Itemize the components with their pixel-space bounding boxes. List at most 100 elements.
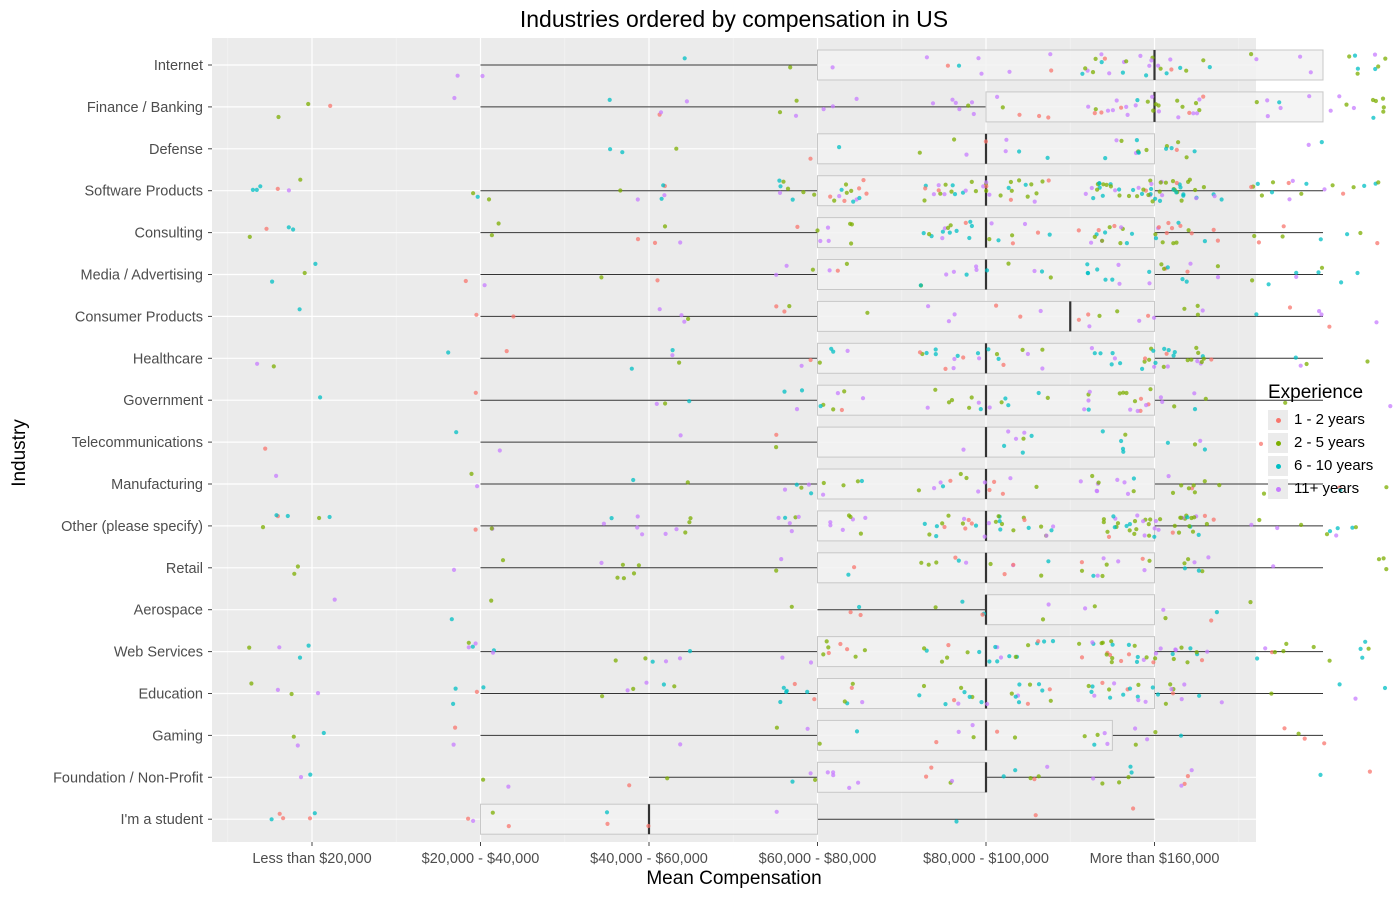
data-point (1351, 185, 1356, 190)
data-point (1134, 527, 1139, 532)
data-point (1219, 197, 1224, 202)
data-point (996, 238, 1001, 243)
boxplots (480, 49, 1324, 835)
data-point (1176, 220, 1181, 225)
data-point (940, 236, 945, 241)
data-point (968, 219, 973, 224)
data-point (1083, 191, 1088, 196)
data-point (1166, 348, 1171, 353)
data-point (686, 316, 691, 321)
data-point (852, 565, 857, 570)
legend-label: 6 - 10 years (1294, 457, 1374, 474)
data-point (1100, 680, 1105, 686)
data-point (605, 821, 610, 827)
data-point (1032, 199, 1037, 204)
data-point (1120, 70, 1125, 75)
data-point (849, 188, 854, 193)
data-point (853, 654, 858, 659)
y-tick-label: Foundation / Non-Profit (53, 770, 203, 786)
data-point (1250, 278, 1255, 283)
data-point (963, 188, 968, 193)
data-point (298, 177, 303, 182)
data-point (1316, 270, 1321, 275)
data-point (1376, 557, 1382, 562)
data-point (1215, 275, 1221, 280)
data-point (658, 110, 664, 115)
data-point (808, 660, 814, 665)
data-point (295, 564, 300, 569)
data-point (845, 647, 850, 652)
data-point (1169, 687, 1174, 692)
data-point (782, 309, 787, 314)
data-point (864, 191, 869, 196)
data-point (1099, 641, 1104, 646)
data-point (1180, 277, 1185, 282)
data-point (1027, 682, 1033, 687)
data-point (961, 447, 966, 452)
data-point (774, 272, 779, 277)
data-point (1109, 639, 1114, 644)
data-point (643, 656, 648, 661)
data-point (1187, 524, 1192, 529)
data-point (1376, 180, 1381, 185)
data-point (1371, 115, 1376, 120)
data-point (1192, 149, 1197, 154)
data-point (1176, 530, 1182, 535)
data-point (1008, 197, 1014, 202)
data-point (969, 521, 974, 526)
data-point (298, 775, 304, 780)
data-point (1108, 184, 1113, 189)
data-point (817, 360, 822, 365)
data-point (1201, 185, 1206, 190)
data-point (1170, 530, 1175, 535)
data-point (1160, 399, 1165, 404)
industry-row (480, 636, 1323, 668)
data-point (1110, 656, 1115, 661)
data-point (1159, 262, 1164, 267)
legend-dot-icon (1276, 440, 1281, 446)
data-point (986, 347, 991, 352)
data-point (1037, 113, 1042, 119)
data-point (1089, 185, 1094, 191)
data-point (1152, 364, 1157, 369)
data-point (1158, 180, 1163, 185)
data-point (976, 400, 981, 405)
data-point (1101, 556, 1106, 561)
data-point (953, 555, 958, 560)
data-point (481, 777, 486, 782)
data-point (1082, 734, 1087, 739)
data-point (1109, 660, 1114, 665)
data-point (1307, 94, 1312, 99)
data-point (1124, 59, 1129, 64)
data-point (805, 689, 810, 695)
data-point (1110, 351, 1115, 356)
data-point (967, 405, 972, 410)
data-point (1000, 491, 1006, 496)
data-point (945, 63, 951, 68)
data-point (247, 234, 252, 239)
data-point (1025, 701, 1030, 706)
data-point (841, 483, 846, 488)
data-point (663, 659, 669, 664)
data-point (295, 743, 300, 748)
data-point (1163, 616, 1168, 621)
data-point (1135, 513, 1140, 518)
data-point (1170, 651, 1175, 657)
data-point (977, 356, 982, 361)
y-tick-label: Other (please specify) (61, 519, 203, 535)
data-point (486, 197, 492, 202)
data-point (1153, 236, 1159, 241)
data-point (1384, 567, 1389, 572)
data-point (1125, 491, 1131, 496)
data-point (963, 526, 968, 531)
data-point (854, 96, 859, 101)
data-point (837, 145, 842, 150)
data-point (1249, 52, 1254, 57)
data-point (1142, 568, 1147, 573)
data-point (817, 741, 822, 746)
data-point (1166, 474, 1171, 479)
data-point (826, 645, 831, 650)
data-point (1011, 528, 1016, 533)
data-point (1087, 389, 1092, 394)
data-point (1022, 221, 1028, 227)
